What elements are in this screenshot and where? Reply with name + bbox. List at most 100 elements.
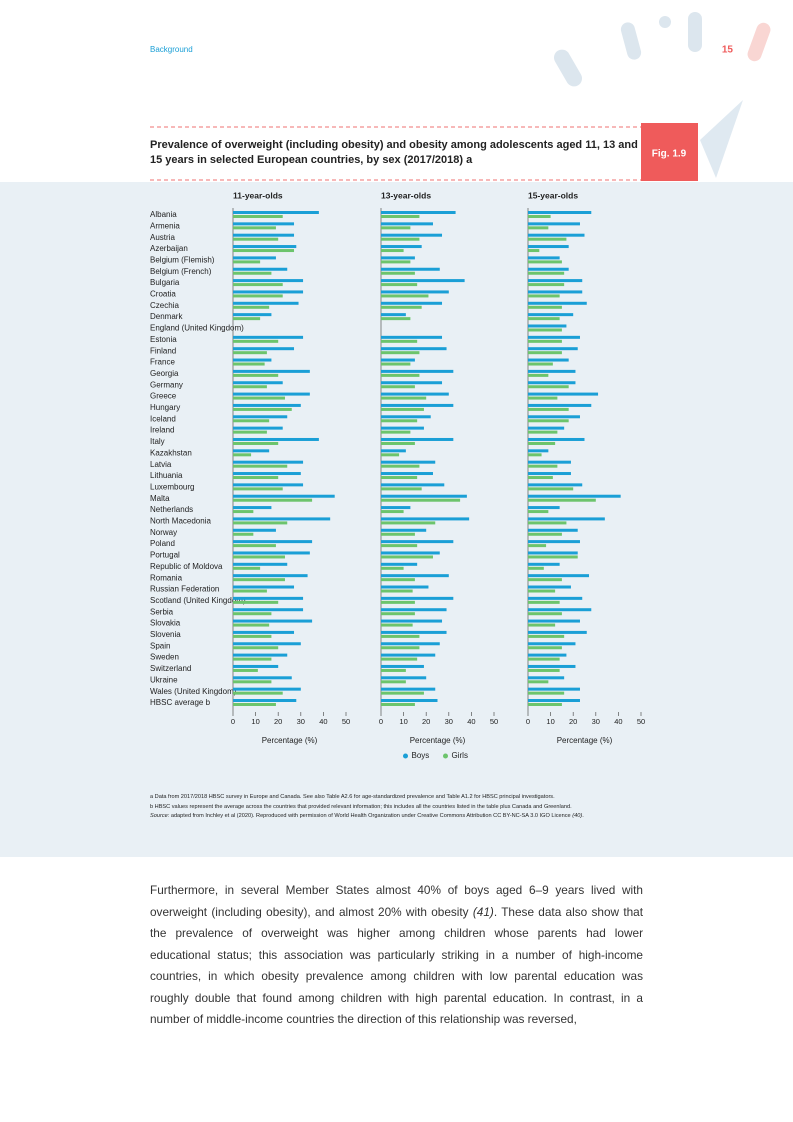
bar <box>233 596 304 600</box>
category-label: Czechia <box>150 301 179 310</box>
category-label: Germany <box>150 380 183 389</box>
category-label: Latvia <box>150 460 172 469</box>
bar <box>233 392 310 396</box>
bar <box>233 483 304 487</box>
bar <box>528 430 558 434</box>
bar <box>381 487 422 491</box>
bar <box>233 211 319 214</box>
bar <box>381 483 445 487</box>
bar <box>528 699 580 702</box>
category-label: Slovenia <box>150 630 181 639</box>
bar <box>528 271 565 275</box>
bar <box>233 699 297 702</box>
bar <box>381 653 436 657</box>
bar <box>381 313 406 317</box>
category-label: Greece <box>150 392 177 401</box>
bar <box>233 585 295 589</box>
x-tick-label: 0 <box>231 717 235 726</box>
bar <box>381 551 440 555</box>
bar <box>528 328 562 332</box>
source-end: . <box>582 813 584 820</box>
bar <box>233 630 295 634</box>
bar <box>528 703 562 706</box>
bar <box>528 385 569 389</box>
bar <box>528 260 562 264</box>
category-label: Georgia <box>150 369 179 378</box>
bar <box>381 562 418 566</box>
bar <box>381 290 449 294</box>
bar <box>233 407 292 411</box>
page-number: 15 <box>722 45 734 56</box>
bar <box>381 600 415 604</box>
bar <box>528 646 562 650</box>
bar <box>381 249 404 253</box>
bar <box>528 600 560 604</box>
bar <box>528 476 553 480</box>
bar <box>528 608 592 612</box>
bar <box>528 305 562 309</box>
bar <box>528 453 542 457</box>
bar <box>528 245 569 249</box>
category-label: Switzerland <box>150 664 191 673</box>
bar <box>233 271 272 275</box>
bar <box>381 510 404 514</box>
bar <box>381 476 418 480</box>
x-tick-label: 50 <box>637 717 645 726</box>
figure-title: Prevalence of overweight (including obes… <box>150 139 638 166</box>
x-tick-label: 30 <box>445 717 453 726</box>
bar <box>233 415 288 419</box>
bar <box>381 521 436 525</box>
bar <box>528 574 590 578</box>
category-label: Scotland (United Kingdom) <box>150 596 246 605</box>
notes: a Data from 2017/2018 HBSC survey in Eur… <box>150 793 670 822</box>
bar <box>381 699 438 702</box>
bar <box>381 381 443 385</box>
legend-label: Boys <box>412 751 430 760</box>
bar <box>381 215 420 218</box>
bar <box>233 267 288 271</box>
bar <box>528 551 578 555</box>
bar <box>233 517 331 521</box>
bar <box>381 464 420 468</box>
bar <box>233 237 279 241</box>
bar <box>528 226 549 230</box>
category-label: Slovakia <box>150 619 181 628</box>
bar <box>381 619 443 623</box>
bar <box>233 498 313 502</box>
bar <box>233 347 295 351</box>
bar <box>528 510 549 514</box>
bar <box>233 313 272 317</box>
bar <box>528 313 574 317</box>
category-label: Denmark <box>150 312 183 321</box>
bar <box>381 301 443 305</box>
panel-title: 11-year-olds <box>233 190 283 200</box>
bar <box>233 419 270 423</box>
bar <box>381 532 415 536</box>
bar <box>381 642 440 646</box>
category-label: Wales (United Kingdom) <box>150 687 237 696</box>
category-label: Portugal <box>150 551 180 560</box>
x-tick-label: 10 <box>399 717 407 726</box>
bar <box>233 521 288 525</box>
bar <box>233 472 301 476</box>
bar <box>381 222 433 226</box>
bar <box>233 215 283 218</box>
bar <box>233 381 283 385</box>
x-tick-label: 0 <box>379 717 383 726</box>
category-label: North Macedonia <box>150 517 211 526</box>
bar <box>233 562 288 566</box>
bar <box>528 317 560 321</box>
bar <box>528 691 565 695</box>
bar <box>233 600 279 604</box>
bar <box>233 476 279 480</box>
bar <box>381 589 413 593</box>
bar <box>528 426 565 430</box>
category-label: Belgium (Flemish) <box>150 256 215 265</box>
bar <box>528 517 605 521</box>
bar <box>528 578 562 582</box>
decoration <box>554 12 771 178</box>
bar <box>233 494 335 498</box>
figure-label: Fig. 1.9 <box>652 149 687 160</box>
bar <box>381 623 413 627</box>
bar <box>233 664 279 668</box>
